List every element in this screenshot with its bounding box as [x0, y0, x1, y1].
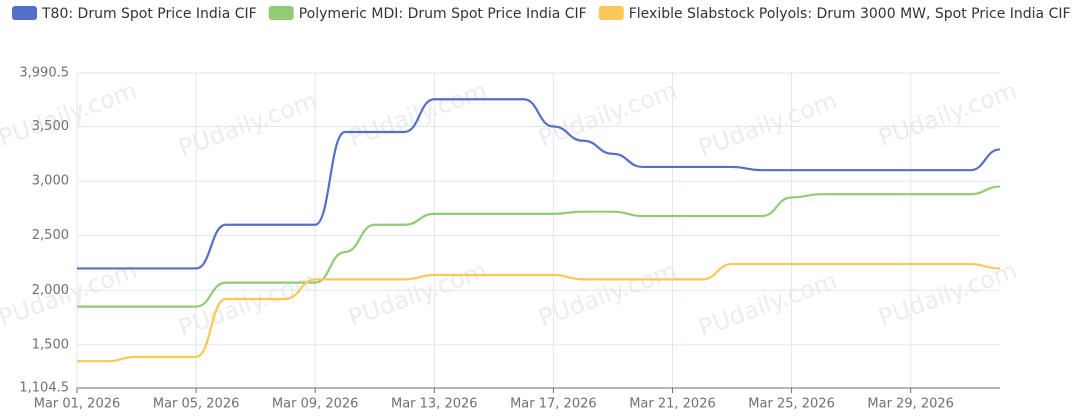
- line: [77, 98, 1001, 270]
- line: [77, 185, 1001, 308]
- legend-label: Flexible Slabstock Polyols: Drum 3000 MW…: [629, 6, 1071, 22]
- legend-swatch: [598, 6, 624, 20]
- y-tick-label: 2,500: [32, 228, 69, 243]
- x-tick-label: Mar 17, 2026: [510, 397, 597, 412]
- y-tick-label: 1,500: [32, 337, 69, 352]
- watermark: PUdaily.com: [175, 86, 321, 162]
- legend-label: Polymeric MDI: Drum Spot Price India CIF: [299, 6, 587, 22]
- watermark: PUdaily.com: [695, 86, 841, 162]
- watermark: PUdaily.com: [345, 76, 491, 152]
- watermark: PUdaily.com: [695, 266, 841, 342]
- x-tick-label: Mar 01, 2026: [34, 397, 121, 412]
- watermark: PUdaily.com: [535, 256, 681, 332]
- y-tick-label: 3,500: [32, 119, 69, 134]
- x-tick-label: Mar 13, 2026: [391, 397, 478, 412]
- legend-label: T80: Drum Spot Price India CIF: [41, 6, 257, 22]
- x-tick-label: Mar 05, 2026: [153, 397, 240, 412]
- line: [77, 262, 1001, 363]
- watermark: PUdaily.com: [875, 76, 1021, 152]
- x-tick-label: Mar 25, 2026: [748, 397, 835, 412]
- legend-swatch: [268, 6, 294, 20]
- watermark: PUdaily.com: [345, 256, 491, 332]
- watermark: PUdaily.com: [175, 266, 321, 342]
- y-tick-label: 2,000: [32, 283, 69, 298]
- x-tick-label: Mar 09, 2026: [272, 397, 359, 412]
- y-tick-label: 3,000: [32, 174, 69, 189]
- watermark: PUdaily.com: [535, 76, 681, 152]
- y-tick-label: 3,990.5: [19, 66, 69, 81]
- y-tick-label: 1,104.5: [19, 381, 69, 396]
- x-tick-label: Mar 29, 2026: [867, 397, 954, 412]
- legend-swatch: [12, 6, 37, 20]
- x-tick-label: Mar 21, 2026: [629, 397, 716, 412]
- watermark: PUdaily.com: [0, 76, 141, 152]
